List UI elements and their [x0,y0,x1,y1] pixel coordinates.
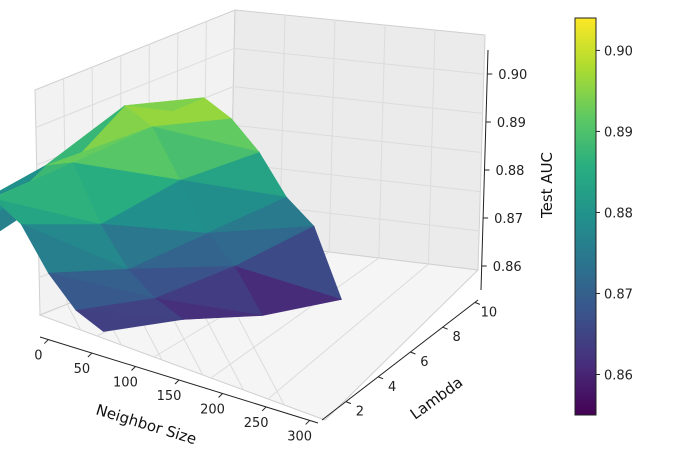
surface-facet [0,200,101,225]
pane-gridline [267,29,436,400]
y-tick-label: 8 [452,330,460,345]
x-axis-ticks: 0 50 100 150 200 250 300 [34,339,312,444]
y-tick-mark [410,351,416,355]
colorbar: 0.86 0.87 0.88 0.89 0.90 [574,17,633,416]
y-axis-line [321,299,479,421]
pane-gridline [35,47,484,128]
pane-gridline [153,19,336,358]
surface [0,97,342,332]
z-axis-ticks: 0.86 0.87 0.88 0.89 0.90 [481,68,527,275]
y-tick-mark [442,326,448,330]
surface-facet [75,309,183,332]
y-tick-label: 6 [420,355,428,370]
x-tick-label: 200 [200,402,225,417]
y-axis-ticks: 2 4 6 8 10 [345,301,498,420]
z-tick-label: 0.89 [497,116,526,131]
x-tick-label: 150 [157,389,182,404]
z-axis-label: Test AUC [538,152,556,219]
x-tick-mark [131,366,136,371]
colorbar-gradient [574,17,597,416]
pane-gridline [210,24,386,379]
colorbar-tick-label: 0.90 [604,44,633,59]
y-tick-mark [345,401,352,405]
y-tick-mark [474,301,481,305]
colorbar-tick-label: 0.87 [604,287,633,302]
y-tick-label: 4 [388,380,396,395]
colorbar-tick-label: 0.86 [604,368,633,383]
x-tick-mark [305,420,311,425]
z-tick-label: 0.88 [496,164,525,179]
x-tick-mark [261,406,267,412]
x-tick-label: 50 [74,362,91,377]
x-tick-label: 0 [34,349,42,364]
x-tick-mark [87,352,93,358]
x-axis-label: Neighbor Size [94,401,199,449]
y-tick-mark [377,376,384,380]
y-tick-label: 2 [356,405,364,420]
x-tick-mark [174,379,180,385]
y-axis-label: Lambda [407,373,466,423]
x-tick-label: 100 [113,376,138,391]
colorbar-tick-label: 0.89 [604,125,633,140]
x-tick-mark [43,339,49,344]
x-tick-label: 300 [287,429,312,444]
colorbar-ticks: 0.86 0.87 0.88 0.89 0.90 [596,44,633,383]
z-tick-label: 0.90 [498,68,527,83]
z-tick-label: 0.86 [493,260,522,275]
z-tick-label: 0.87 [494,212,523,227]
x-tick-label: 250 [244,416,269,431]
y-tick-label: 10 [481,305,498,320]
x-tick-mark [218,393,223,398]
colorbar-tick-label: 0.88 [604,206,633,221]
